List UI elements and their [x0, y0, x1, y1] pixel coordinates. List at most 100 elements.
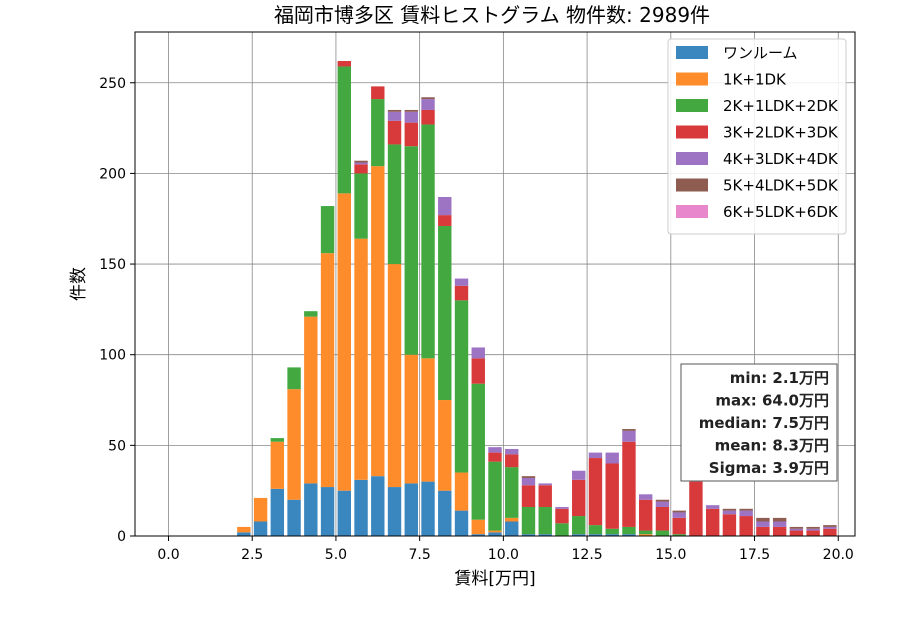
y-tick-label: 150 — [99, 257, 126, 273]
bar-segment — [387, 144, 402, 265]
bar-segment — [555, 508, 569, 524]
stats-frame — [680, 363, 838, 482]
bar-segment — [505, 467, 519, 518]
bar-segment — [622, 441, 636, 527]
bar-segment — [488, 447, 502, 453]
bar-segment — [605, 452, 619, 464]
bar-segment — [438, 490, 452, 536]
bar-segment — [538, 506, 552, 535]
bar-segment — [756, 526, 770, 536]
bar-segment — [823, 528, 837, 536]
legend-frame — [667, 38, 847, 235]
legend-label: ワンルーム — [723, 44, 798, 62]
legend-swatch — [676, 178, 708, 192]
bar-segment — [672, 512, 686, 518]
bar-segment — [505, 517, 519, 522]
bar-segment — [789, 528, 804, 531]
bar-segment — [705, 508, 720, 536]
bar-segment — [739, 508, 753, 511]
bar-segment — [237, 526, 251, 533]
bar-segment — [756, 521, 770, 527]
bar-segment — [639, 530, 653, 535]
bar-segment — [471, 519, 485, 535]
bar-segment — [387, 109, 402, 112]
bar-segment — [320, 487, 335, 536]
bar-segment — [337, 490, 351, 536]
stats-box: min: 2.1万円 max: 64.0万円 median: 7.5万円 mean: … — [680, 363, 838, 482]
bar-segment — [354, 173, 368, 239]
bar-segment — [354, 238, 368, 480]
bar-segment — [772, 526, 787, 536]
bar-segment — [521, 485, 536, 507]
bar-segment — [739, 510, 753, 517]
x-tick-label: 10.0 — [488, 547, 519, 563]
bar-segment — [253, 497, 268, 522]
bar-segment — [387, 264, 402, 488]
bar-segment — [371, 476, 385, 536]
bar-segment — [823, 525, 837, 527]
bar-segment — [320, 253, 335, 488]
bar-segment — [772, 517, 787, 522]
bar-segment — [320, 206, 335, 254]
bar-segment — [655, 501, 670, 507]
bar-segment — [371, 99, 385, 167]
bar-segment — [237, 532, 251, 536]
bar-segment — [454, 300, 469, 473]
legend-label: 5K+4LDK+5DK — [723, 177, 839, 195]
bar-segment — [672, 510, 686, 513]
bar-segment — [404, 483, 418, 536]
plot-frame — [134, 31, 856, 537]
bar-segment — [387, 487, 402, 536]
bar-segment — [756, 517, 770, 522]
y-tick-label: 250 — [99, 76, 126, 92]
bar-segment — [622, 429, 636, 431]
x-tick-label: 2.5 — [241, 547, 263, 563]
bar-segment — [304, 483, 318, 536]
y-tick-label: 200 — [99, 166, 126, 182]
bar-segment — [572, 534, 586, 536]
bar-segment — [605, 528, 619, 535]
bar-segment — [421, 109, 435, 125]
x-tick-label: 5.0 — [325, 547, 347, 563]
bar-segment — [354, 162, 368, 165]
bar-segment — [555, 506, 569, 509]
x-tick-label: 15.0 — [655, 547, 686, 563]
x-tick-label: 12.5 — [572, 547, 603, 563]
bar-segment — [337, 66, 351, 194]
bar-segment — [555, 523, 569, 536]
bar-segment — [354, 479, 368, 536]
bar-segment — [622, 430, 636, 442]
bar-segment — [572, 470, 586, 480]
bar-segment — [287, 367, 301, 390]
legend-swatch — [676, 125, 708, 139]
bar-segment — [655, 499, 670, 502]
x-axis-label: 賃料[万円] — [454, 569, 535, 589]
bar-segment — [521, 534, 536, 536]
bar-segment — [505, 448, 519, 455]
legend: ワンルーム 1K+1DK 2K+1LDK+2DK 3K+2LDK+3DK 4K+3LDK… — [667, 38, 847, 235]
bar-segment — [371, 86, 385, 100]
bar-segment — [572, 479, 586, 517]
bar-segment — [722, 510, 737, 515]
bar-segment — [588, 534, 603, 536]
chart-title: 福岡市博多区 賃料ヒストグラム 物件数: 2989件 — [274, 3, 710, 27]
bar-segment — [605, 534, 619, 536]
bar-segment — [404, 354, 418, 484]
bar-segment — [454, 285, 469, 301]
bar-segment — [438, 225, 452, 401]
bar-segment — [253, 521, 268, 536]
x-tick-label: 20.0 — [823, 547, 854, 563]
bar-segment — [722, 514, 737, 536]
bar-segment — [270, 488, 285, 536]
bar-segment — [488, 530, 502, 533]
bar-segment — [454, 472, 469, 511]
bar-segment — [538, 485, 552, 507]
bar-segment — [471, 347, 485, 359]
bar-segment — [538, 483, 552, 486]
x-tick-label: 17.5 — [739, 547, 770, 563]
bar-segment — [404, 109, 418, 112]
legend-label: 1K+1DK — [723, 71, 787, 89]
bar-segment — [739, 516, 753, 536]
bar-segment — [488, 532, 502, 536]
bar-segment — [371, 166, 385, 477]
